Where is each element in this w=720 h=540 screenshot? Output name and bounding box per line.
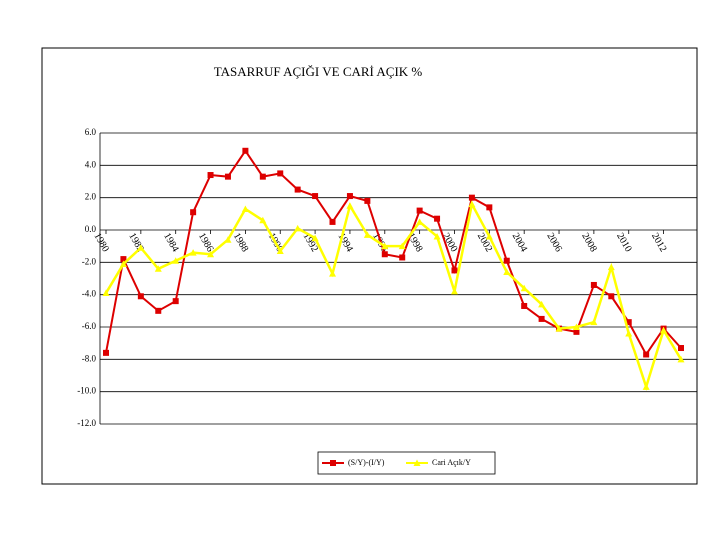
point xyxy=(242,147,249,154)
point xyxy=(625,329,633,337)
point xyxy=(207,172,214,179)
point xyxy=(381,251,388,258)
y-tick-label: -4.0 xyxy=(82,289,97,299)
point xyxy=(189,249,197,256)
point xyxy=(259,173,266,180)
point xyxy=(538,300,546,308)
point xyxy=(625,319,632,326)
point xyxy=(486,204,493,211)
point xyxy=(677,355,685,363)
point xyxy=(224,236,232,243)
point xyxy=(119,260,127,267)
point xyxy=(399,254,406,261)
point xyxy=(120,256,127,263)
legend-marker xyxy=(330,460,336,466)
point xyxy=(277,170,284,177)
point xyxy=(172,298,179,305)
series-line xyxy=(105,148,682,357)
point xyxy=(416,218,424,225)
point xyxy=(224,173,231,180)
point xyxy=(451,267,458,274)
point xyxy=(434,215,441,222)
y-tick-label: 0.0 xyxy=(85,224,97,234)
point xyxy=(276,247,284,255)
point xyxy=(607,263,615,271)
legend-label: (S/Y)-(I/Y) xyxy=(348,458,385,467)
y-tick-label: -10.0 xyxy=(77,386,96,396)
point xyxy=(642,383,650,390)
y-tick-label: -6.0 xyxy=(82,321,97,331)
point xyxy=(137,293,144,300)
point xyxy=(450,287,458,295)
series-line xyxy=(104,200,683,391)
point xyxy=(329,218,336,225)
point xyxy=(416,207,423,214)
point xyxy=(172,257,180,264)
point xyxy=(608,293,615,300)
point xyxy=(137,244,145,251)
point xyxy=(468,194,475,201)
point xyxy=(485,232,493,240)
point xyxy=(346,202,354,209)
point xyxy=(468,200,476,208)
point xyxy=(590,281,597,288)
chart-title: TASARRUF AÇIĞI VE CARİ AÇIK % xyxy=(214,64,423,79)
point xyxy=(398,242,406,250)
point xyxy=(190,209,197,216)
y-tick-label: 6.0 xyxy=(85,127,97,137)
point xyxy=(678,345,684,352)
y-tick-label: -12.0 xyxy=(77,418,96,428)
point xyxy=(294,224,302,232)
point xyxy=(155,307,162,314)
y-tick-label: 2.0 xyxy=(85,192,97,202)
point xyxy=(329,270,337,277)
point xyxy=(520,284,528,292)
chart-border xyxy=(41,47,698,485)
point xyxy=(538,315,545,322)
point xyxy=(364,197,371,204)
point xyxy=(660,326,668,334)
point xyxy=(259,216,267,224)
point xyxy=(294,186,301,193)
legend-label: Cari Açık/Y xyxy=(432,458,471,467)
point xyxy=(555,325,563,332)
point xyxy=(154,265,162,272)
point xyxy=(381,242,389,250)
point xyxy=(643,351,650,358)
y-tick-label: -2.0 xyxy=(82,256,97,266)
point xyxy=(503,257,510,264)
y-tick-label: -8.0 xyxy=(82,353,97,363)
point xyxy=(207,250,215,258)
point xyxy=(433,232,441,240)
point xyxy=(573,328,580,335)
point xyxy=(590,318,598,326)
point xyxy=(102,289,110,297)
point xyxy=(103,349,109,356)
point xyxy=(312,193,319,200)
point xyxy=(521,302,528,309)
y-tick-label: 4.0 xyxy=(85,159,97,169)
point xyxy=(363,231,371,238)
point xyxy=(311,234,319,242)
legend-marker xyxy=(413,459,421,466)
point xyxy=(503,268,511,276)
point xyxy=(241,205,249,212)
point xyxy=(572,323,580,330)
point xyxy=(346,193,353,200)
